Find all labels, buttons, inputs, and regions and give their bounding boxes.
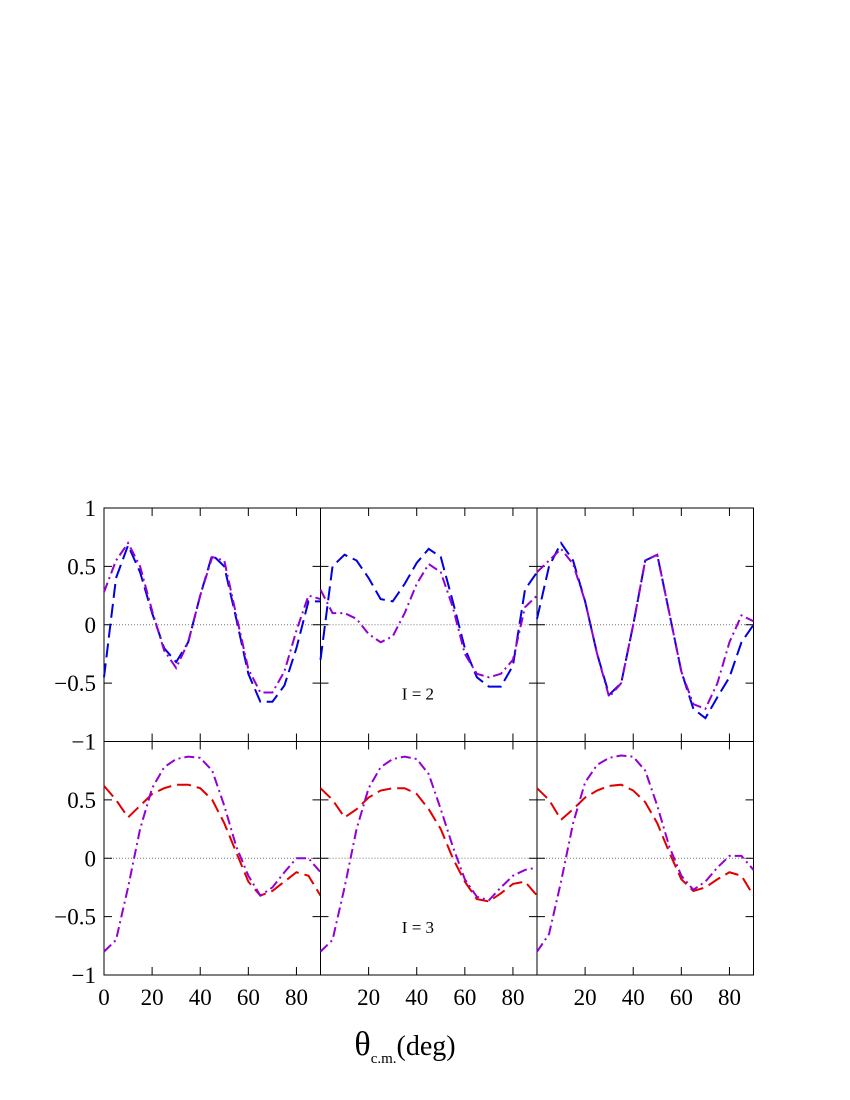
- y-tick-label: −0.5: [54, 905, 96, 930]
- x-tick-label: 80: [718, 985, 741, 1010]
- x-tick-label: 80: [501, 985, 524, 1010]
- series-line: [536, 547, 754, 711]
- x-label-subscript: c.m.: [371, 1051, 397, 1067]
- x-tick-label: 40: [405, 985, 428, 1010]
- y-tick-label: 0: [85, 613, 97, 638]
- y-tick-label: −0.5: [54, 671, 96, 696]
- series-line: [536, 541, 755, 720]
- series-line: [103, 541, 321, 694]
- x-tick-label: 40: [189, 985, 212, 1010]
- x-tick-label: 60: [670, 985, 693, 1010]
- x-tick-label: 0: [98, 985, 110, 1010]
- x-tick-label: 20: [357, 985, 380, 1010]
- y-tick-label: 0.5: [67, 788, 96, 813]
- x-axis-label: θc.m.(deg): [354, 1026, 455, 1067]
- y-tick-label: −1: [72, 963, 96, 988]
- annotation: I = 3: [402, 918, 434, 937]
- x-tick-label: 80: [285, 985, 308, 1010]
- x-tick-label: 20: [574, 985, 597, 1010]
- series-line: [536, 754, 755, 953]
- series-line: [103, 783, 322, 897]
- x-tick-label: 20: [141, 985, 164, 1010]
- series-line: [319, 755, 538, 953]
- x-label-unit: (deg): [397, 1031, 456, 1062]
- x-tick-label: 60: [453, 985, 476, 1010]
- x-tick-label: 60: [237, 985, 260, 1010]
- series-line: [319, 787, 538, 903]
- y-tick-label: 0.5: [67, 554, 96, 579]
- series-line: [103, 542, 321, 703]
- x-tick-label: 40: [622, 985, 645, 1010]
- annotation: I = 2: [402, 684, 434, 703]
- series-line: [536, 783, 755, 897]
- y-tick-label: 0: [85, 846, 97, 871]
- series-line: [103, 755, 322, 953]
- series-line: [319, 562, 538, 679]
- y-tick-label: 1: [85, 496, 97, 521]
- series-line: [319, 547, 538, 688]
- x-label-symbol: θ: [354, 1026, 370, 1063]
- y-tick-label: −1: [72, 730, 96, 755]
